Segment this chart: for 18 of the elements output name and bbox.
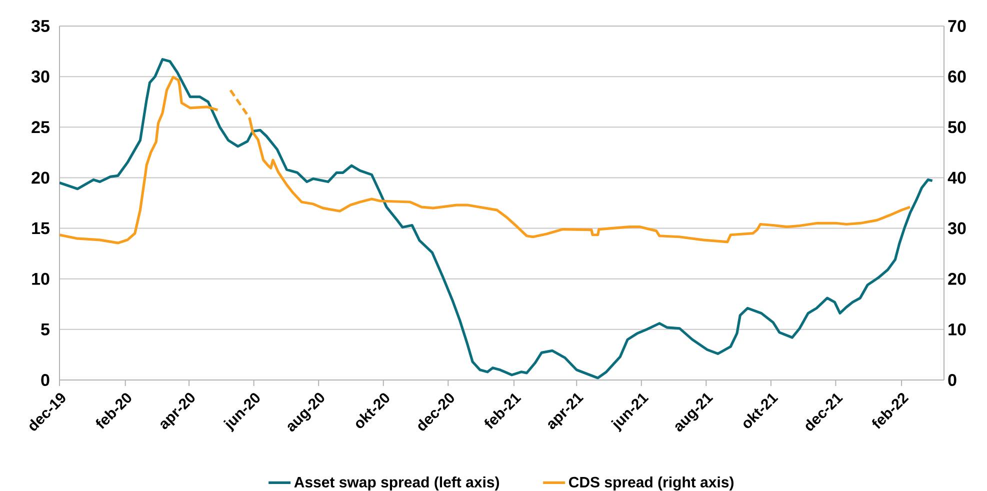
y-tick-label: 5 bbox=[41, 323, 50, 336]
y-tick-label: 30 bbox=[31, 70, 50, 83]
y2-tick-label: 10 bbox=[948, 323, 966, 336]
y-tick-label: 35 bbox=[31, 20, 50, 32]
y2-tick-label: 20 bbox=[948, 272, 966, 285]
y-tick-label: 25 bbox=[32, 121, 50, 134]
y-tick-label: 20 bbox=[32, 172, 50, 184]
y2-tick-label: 70 bbox=[948, 20, 966, 32]
legend-label: Asset swap spread (left axis) bbox=[294, 476, 500, 490]
y-tick-label: 10 bbox=[32, 272, 50, 285]
y2-tick-label: 40 bbox=[948, 172, 966, 184]
y2-tick-label: 60 bbox=[948, 70, 966, 83]
y2-tick-label: 0 bbox=[948, 374, 956, 386]
y-tick-label: 15 bbox=[32, 222, 50, 234]
y2-tick-label: 50 bbox=[948, 121, 966, 134]
legend-label: CDS spread (right axis) bbox=[568, 476, 734, 491]
y-tick-label: 0 bbox=[41, 374, 50, 386]
y2-tick-label: 30 bbox=[948, 222, 966, 234]
